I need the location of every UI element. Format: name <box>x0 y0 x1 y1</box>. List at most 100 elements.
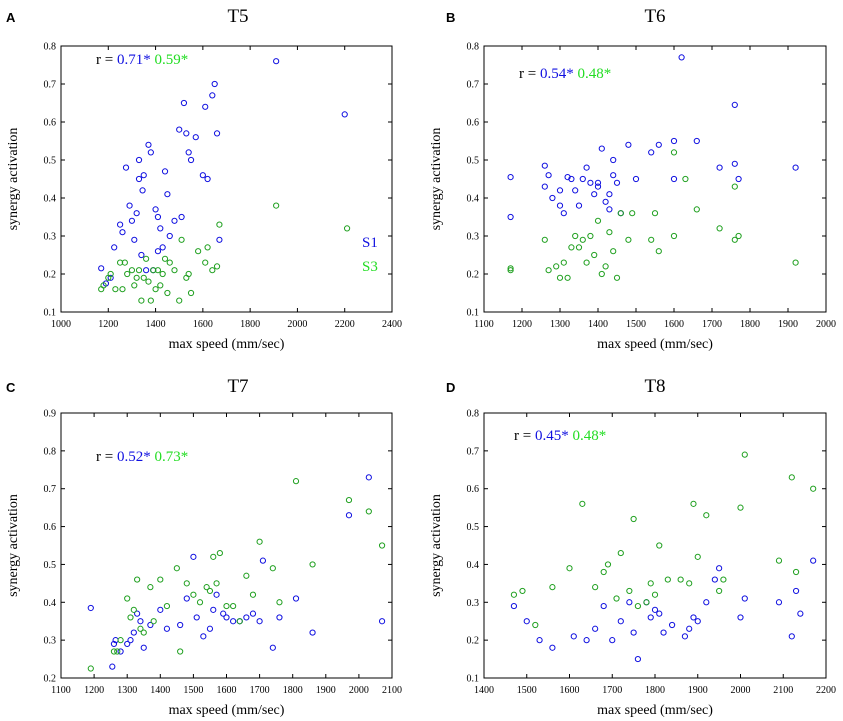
data-point-s1 <box>560 210 567 217</box>
data-point-s1 <box>273 58 280 65</box>
panel-letter: C <box>6 380 16 395</box>
data-point-s3 <box>343 225 351 232</box>
data-point-s3 <box>594 217 602 224</box>
y-tick-label: 0.7 <box>467 446 480 457</box>
y-tick-label: 0.5 <box>44 560 57 571</box>
data-point-s1 <box>549 644 556 651</box>
data-point-s1 <box>223 614 230 621</box>
data-point-s3 <box>100 282 107 289</box>
data-point-s3 <box>183 580 190 587</box>
data-point-s1 <box>625 141 632 148</box>
data-point-s1 <box>678 54 685 61</box>
data-point-s1 <box>230 618 237 625</box>
data-point-s3 <box>648 236 655 243</box>
r-s1-value: 0.54* <box>540 66 578 82</box>
data-point-s1 <box>669 621 676 629</box>
y-axis-label: synergy activation <box>429 494 444 597</box>
x-tick-label: 1900 <box>316 685 336 696</box>
data-point-s3 <box>345 496 353 504</box>
data-point-s3 <box>579 500 586 507</box>
data-point-s1 <box>693 137 700 145</box>
data-point-s1 <box>735 175 742 183</box>
data-point-s3 <box>617 549 624 557</box>
data-point-s3 <box>591 251 598 259</box>
data-point-s1 <box>651 606 659 613</box>
data-point-s1 <box>210 606 217 613</box>
y-tick-label: 0.3 <box>44 232 57 243</box>
data-point-s1 <box>127 637 134 644</box>
data-point-s3 <box>365 508 372 515</box>
data-point-s3 <box>566 565 573 572</box>
x-tick-label: 2200 <box>816 685 836 696</box>
data-point-s1 <box>180 99 188 107</box>
data-point-s3 <box>507 265 514 272</box>
data-point-s3 <box>690 500 697 507</box>
data-point-s3 <box>741 451 748 458</box>
data-point-s1 <box>523 618 530 625</box>
data-point-s1 <box>587 179 594 186</box>
legend-s3: S3 <box>362 259 378 275</box>
data-point-s1 <box>133 210 140 217</box>
x-tick-label: 2200 <box>335 319 355 330</box>
x-tick-label: 1200 <box>512 319 532 330</box>
data-point-s1 <box>159 244 166 251</box>
data-point-s3 <box>202 259 209 266</box>
y-tick-label: 0.3 <box>467 232 480 243</box>
data-point-s3 <box>651 591 659 598</box>
data-point-s3 <box>216 549 223 557</box>
data-point-s3 <box>626 587 633 595</box>
correlation-label: r = 0.71* 0.59* <box>96 52 188 68</box>
data-point-s3 <box>651 210 659 217</box>
data-point-s1 <box>660 629 667 636</box>
data-point-s1 <box>140 172 147 179</box>
data-point-s1 <box>213 591 220 598</box>
data-point-s1 <box>656 610 663 617</box>
data-point-s1 <box>655 141 662 148</box>
data-point-s1 <box>309 629 316 636</box>
data-point-s1 <box>128 217 136 224</box>
data-point-s1 <box>220 610 227 617</box>
data-point-s3 <box>190 591 197 598</box>
data-point-s3 <box>140 274 147 281</box>
data-point-s1 <box>117 221 124 228</box>
panel-title: T7 <box>227 376 248 397</box>
data-point-s3 <box>273 202 280 209</box>
data-point-s1 <box>731 101 738 109</box>
data-point-s3 <box>269 565 276 572</box>
data-point-s1 <box>341 111 348 118</box>
r-s1-value: 0.71* <box>117 52 155 68</box>
data-point-s3 <box>213 263 221 270</box>
data-point-s3 <box>185 270 192 278</box>
data-point-s3 <box>677 576 684 583</box>
data-point-s1 <box>276 614 283 621</box>
x-tick-label: 1800 <box>240 319 260 330</box>
data-point-s1 <box>602 198 609 205</box>
data-point-s1 <box>119 229 126 236</box>
data-point-s3 <box>583 259 590 266</box>
axes-box <box>483 412 827 679</box>
data-point-s3 <box>137 625 144 632</box>
data-point-s3 <box>716 587 723 595</box>
data-point-s3 <box>147 584 154 591</box>
y-tick-label: 0.5 <box>44 156 57 167</box>
y-tick-label: 0.8 <box>467 409 480 420</box>
data-point-s1 <box>183 130 190 137</box>
data-point-s3 <box>119 286 126 293</box>
data-point-s1 <box>131 236 138 243</box>
data-point-s1 <box>140 644 147 651</box>
data-point-s1 <box>788 633 795 640</box>
data-point-s1 <box>157 606 164 613</box>
data-point-s3 <box>216 221 223 228</box>
r-s1-value: 0.52* <box>117 449 155 465</box>
correlation-label: r = 0.52* 0.73* <box>96 449 188 465</box>
data-point-s3 <box>195 248 202 255</box>
data-point-s1 <box>143 267 150 274</box>
data-point-s3 <box>604 561 612 568</box>
x-tick-label: 1200 <box>98 319 118 330</box>
data-point-s1 <box>648 149 655 156</box>
data-point-s3 <box>703 512 710 519</box>
data-point-s3 <box>163 602 171 610</box>
panel-letter: B <box>446 10 455 25</box>
data-point-s1 <box>176 126 183 133</box>
